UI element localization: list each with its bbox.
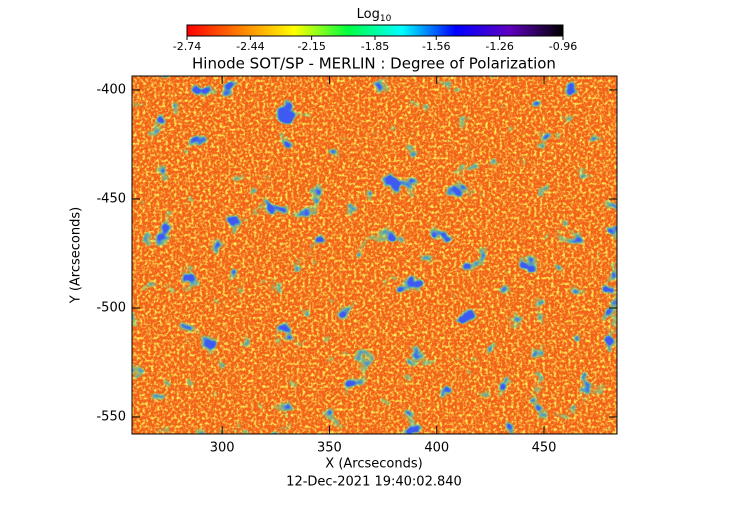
timestamp: 12-Dec-2021 19:40:02.840 — [286, 475, 462, 490]
chart-title: Hinode SOT/SP - MERLIN : Degree of Polar… — [192, 55, 556, 73]
colorbar-tick-label: -0.96 — [549, 40, 577, 53]
colorbar-tick-label: -2.44 — [236, 40, 264, 53]
colorbar-label: Log — [357, 7, 380, 22]
x-tick-label: 300 — [210, 441, 235, 456]
colorbar-tick-label: -1.26 — [485, 40, 513, 53]
image-cores — [132, 76, 617, 434]
colorbar-label-sub: 10 — [380, 14, 392, 24]
colorbar-tick-label: -2.15 — [297, 40, 325, 53]
y-axis-label: Y (Arcseconds) — [69, 207, 84, 304]
colorbar-tick-label: -1.85 — [361, 40, 389, 53]
y-tick-label: -550 — [96, 409, 126, 424]
y-tick-label: -450 — [96, 191, 126, 206]
y-tick-label: -500 — [96, 300, 126, 315]
x-tick-label: 400 — [424, 441, 449, 456]
colorbar-tick-label: -2.74 — [173, 40, 201, 53]
x-axis-label: X (Arcseconds) — [325, 457, 422, 472]
colorbar-tick-label: -1.56 — [422, 40, 450, 53]
colorbar — [186, 24, 564, 37]
plot-frame — [131, 75, 618, 435]
x-tick-label: 350 — [317, 441, 342, 456]
y-tick-label: -400 — [96, 82, 126, 97]
colorbar-title: Log10 — [357, 7, 392, 24]
x-tick-label: 450 — [532, 441, 557, 456]
